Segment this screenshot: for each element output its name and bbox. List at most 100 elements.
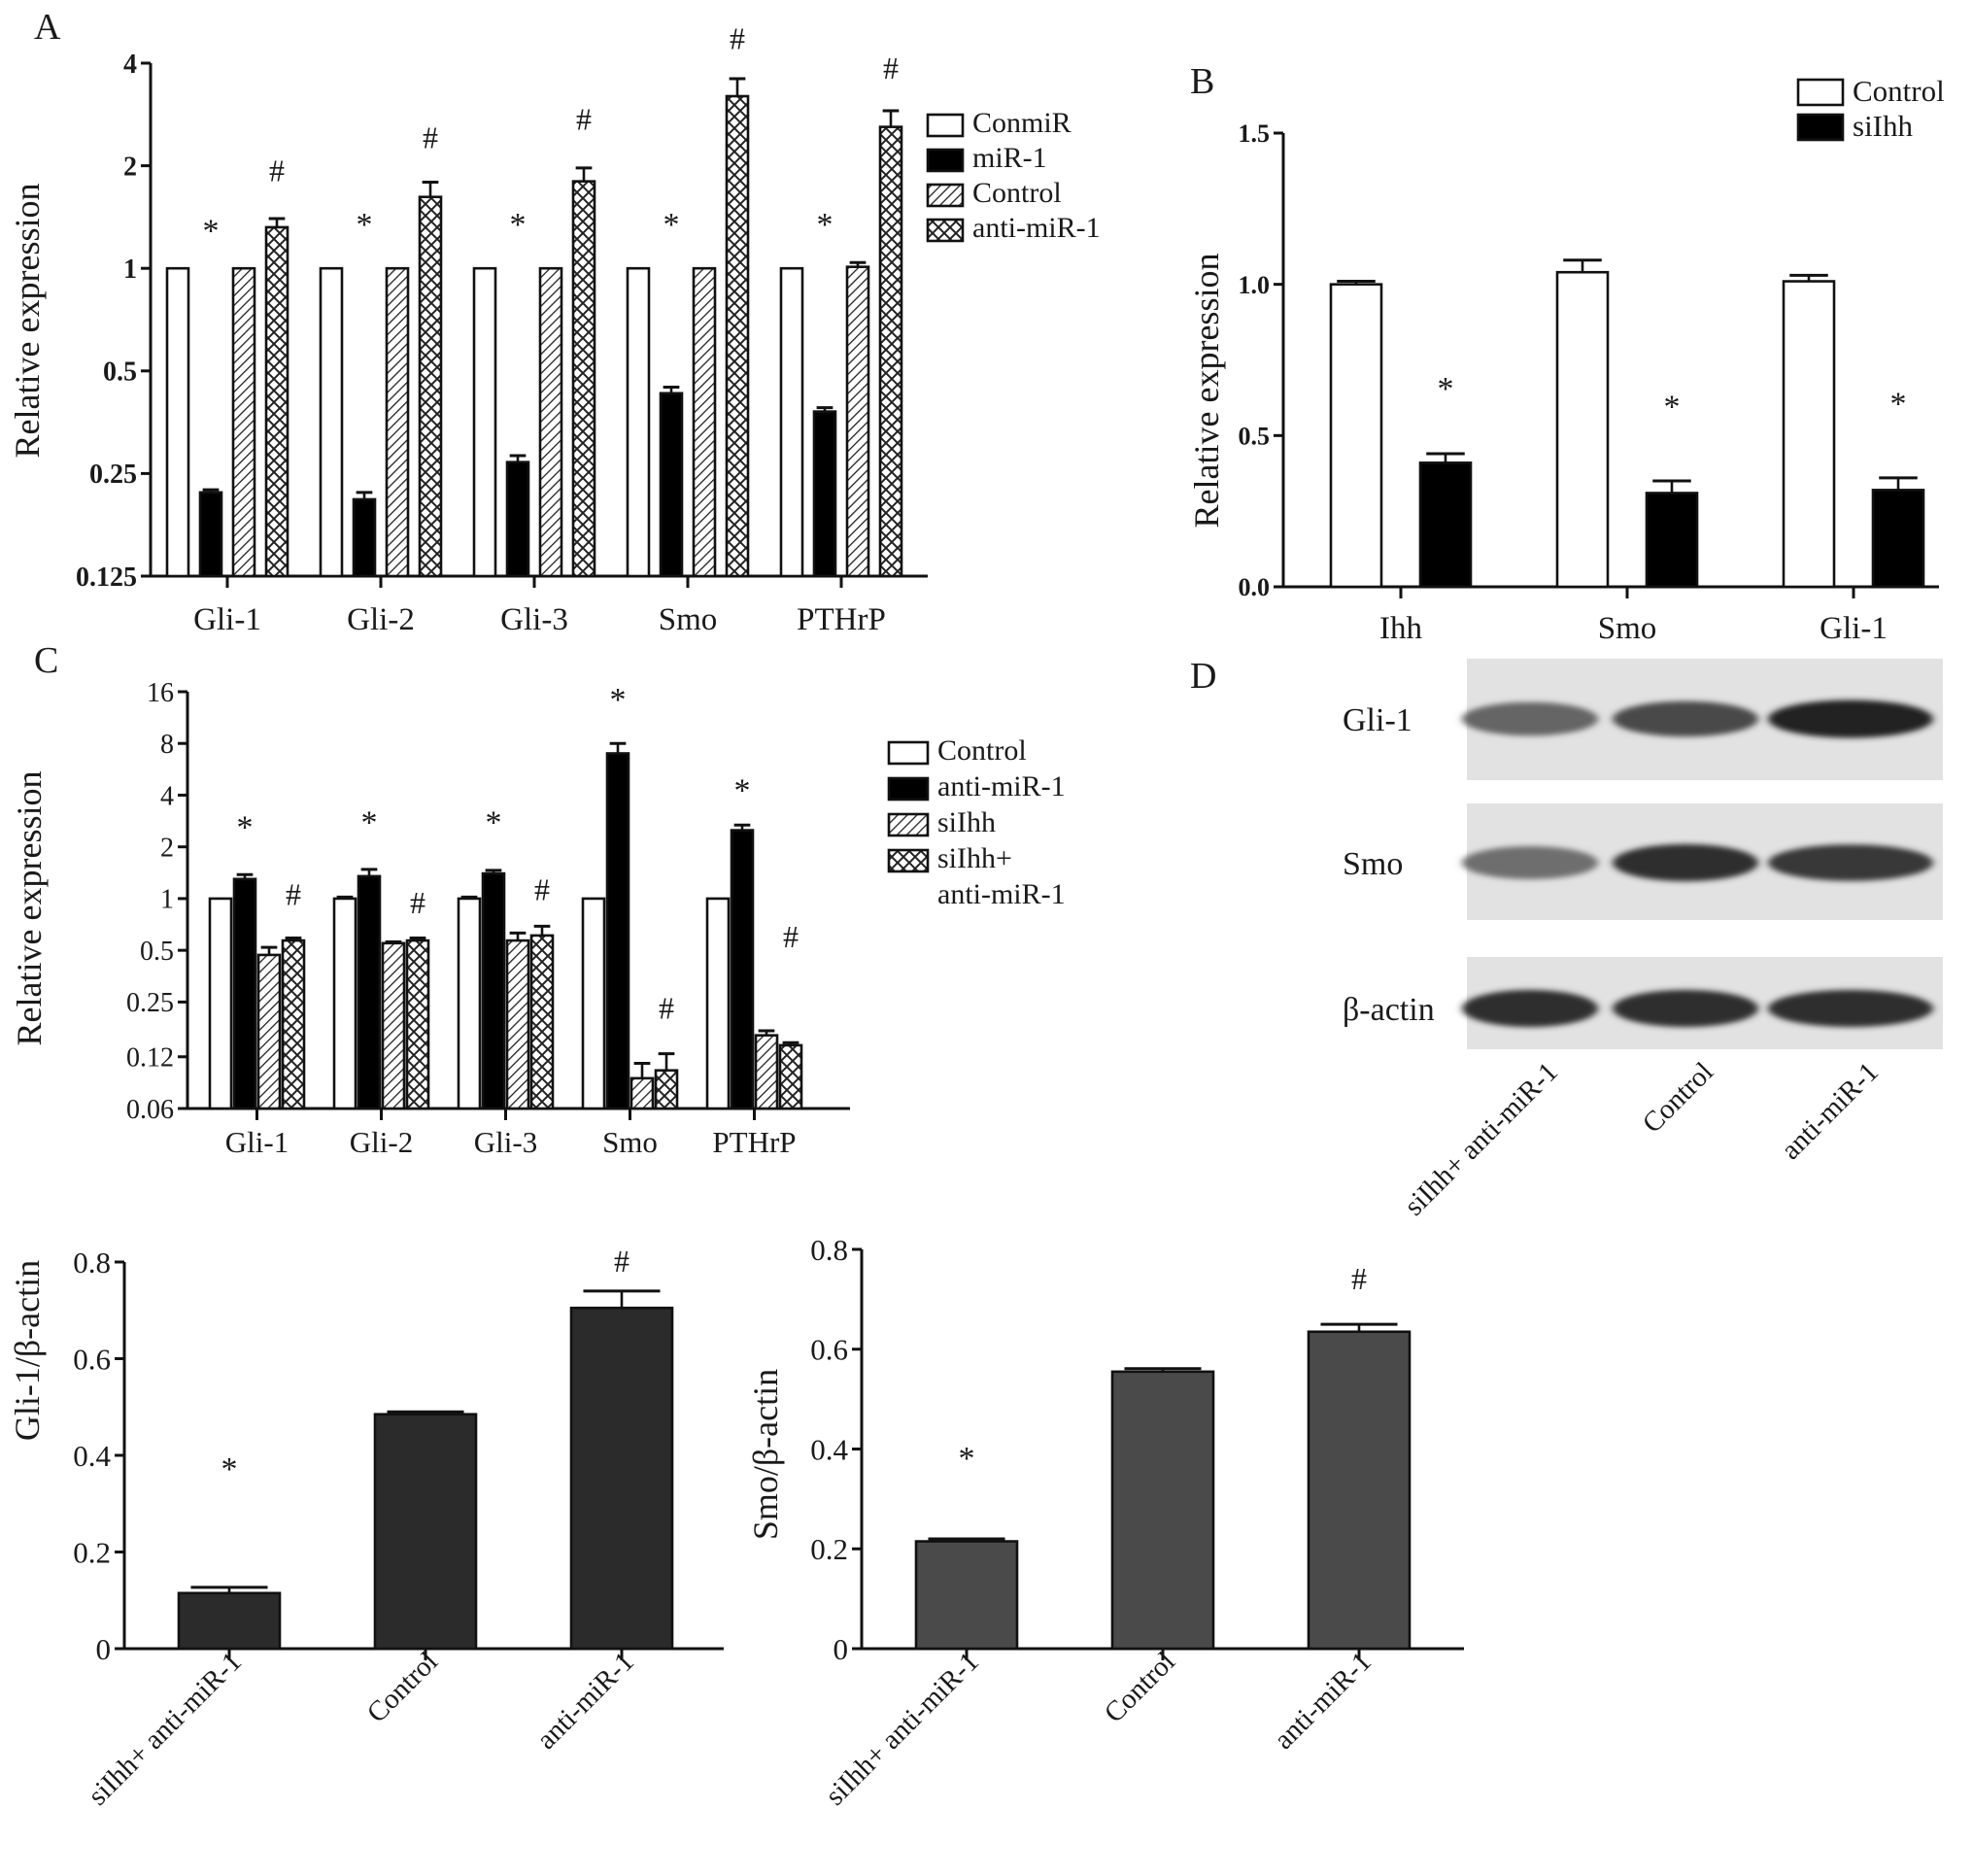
y-axis-label: Relative expression	[8, 184, 47, 459]
legend-label: ConmiR	[972, 107, 1072, 139]
bar	[505, 460, 530, 578]
bar	[481, 871, 506, 1110]
bar	[232, 877, 257, 1110]
x-category-label: Gli-2	[347, 602, 415, 637]
significance-asterisk: *	[959, 1441, 975, 1477]
legend-swatch	[887, 812, 930, 837]
significance-asterisk: *	[361, 805, 378, 841]
bar	[281, 938, 306, 1110]
bar	[778, 1043, 803, 1110]
bar	[529, 934, 555, 1110]
y-tick-label: 0	[833, 1632, 849, 1666]
legend-label: anti-miR-1	[937, 878, 1066, 910]
bar	[165, 266, 190, 578]
bar	[569, 1306, 674, 1651]
legend-label: siIhh	[1853, 109, 1914, 143]
legend-swatch	[1796, 113, 1845, 142]
y-tick-label: 0.25	[126, 988, 174, 1018]
y-tick-label: 0.4	[810, 1432, 848, 1466]
chart-panel-f: 0 0.2 0.4 0.6 0.8 Smo/β-actin siIhh+ anti-miR-…	[746, 1233, 1464, 1812]
x-category-label: Smo	[1598, 611, 1657, 646]
blot-band	[1462, 846, 1598, 879]
bar	[705, 897, 731, 1110]
bar	[373, 1413, 478, 1651]
blot-row-label: Gli-1	[1343, 702, 1412, 738]
bar	[754, 1034, 779, 1110]
x-category-label: siIhh+ anti-miR-1	[83, 1646, 248, 1811]
significance-hash: #	[534, 871, 550, 906]
y-axis-label: Gli-1/β-actin	[8, 1260, 47, 1441]
y-tick-label: 1.5	[1239, 119, 1271, 148]
x-category-label: Ihh	[1379, 611, 1422, 646]
bar	[571, 180, 596, 578]
bar	[581, 897, 606, 1110]
bar	[1871, 489, 1925, 589]
legend-swatch	[887, 776, 930, 802]
y-tick-label: 0.5	[140, 937, 174, 967]
y-tick-label: 0.12	[126, 1043, 174, 1074]
bar	[1782, 280, 1836, 589]
x-category-label: anti-miR-1	[530, 1646, 640, 1756]
significance-asterisk: *	[237, 810, 254, 846]
panel-label: A	[34, 7, 61, 48]
bar	[352, 497, 377, 578]
chart-panel-e: 0 0.2 0.4 0.6 0.8 Gli-1/β-actin siIhh+ anti-mi…	[8, 1244, 724, 1812]
significance-asterisk: *	[734, 772, 751, 808]
legend-swatch	[926, 148, 965, 173]
significance-hash: #	[410, 885, 425, 920]
bar	[208, 897, 233, 1110]
legend-label: siIhh	[937, 806, 996, 838]
blot-row-label: Smo	[1343, 846, 1403, 882]
significance-hash: #	[783, 919, 799, 954]
bar	[505, 938, 530, 1110]
panel-label: D	[1190, 656, 1216, 697]
legend-swatch	[1796, 78, 1845, 107]
bar	[730, 829, 755, 1110]
y-tick-label: 0.5	[1239, 422, 1271, 450]
x-category-label: siIhh+ anti-miR-1	[820, 1646, 985, 1811]
bar	[629, 1076, 655, 1110]
y-tick-label: 0.2	[810, 1532, 848, 1566]
x-category-label: Smo	[659, 602, 718, 637]
x-category-label: Gli-1	[193, 602, 261, 637]
bar	[177, 1591, 282, 1651]
significance-hash: #	[614, 1244, 629, 1279]
legend-swatch	[887, 848, 930, 873]
bar	[725, 94, 750, 578]
bar	[385, 266, 410, 578]
y-tick-label: 1	[160, 885, 174, 915]
legend-label: miR-1	[972, 142, 1047, 174]
significance-hash: #	[286, 876, 301, 911]
blot-lane-label: siIhh+ anti-miR-1	[1399, 1056, 1564, 1221]
legend-swatch	[926, 113, 965, 138]
x-category-label: PTHrP	[797, 602, 886, 637]
bar	[779, 266, 804, 578]
chart-panel-b: B 0.0 0.5 1.0 1.5 Relative expression Ihh Smo Gl…	[1187, 61, 1945, 646]
bar	[1645, 492, 1699, 589]
y-axis-label: Relative expression	[1187, 254, 1226, 529]
y-tick-label: 16	[147, 678, 174, 708]
x-category-label: Control	[1099, 1646, 1181, 1728]
x-category-label: anti-miR-1	[1268, 1646, 1378, 1756]
significance-hash: #	[659, 991, 674, 1026]
bar	[1307, 1330, 1412, 1651]
blot-band	[1613, 843, 1758, 882]
blot-band	[1768, 989, 1933, 1028]
bar	[659, 392, 684, 578]
bar	[1110, 1370, 1215, 1651]
y-tick-label: 2	[160, 833, 174, 863]
chart-panel-c: C 0.06 0.12 0.25 0.5 1 2 4 8 16 Relative expressio…	[10, 640, 1066, 1159]
bar	[812, 410, 837, 578]
y-tick-label: 0.8	[73, 1245, 111, 1279]
bar	[357, 874, 382, 1110]
significance-asterisk: *	[510, 207, 527, 243]
y-tick-label: 0.125	[76, 563, 137, 593]
bar	[231, 266, 256, 578]
legend-swatch	[926, 218, 965, 243]
y-tick-label: 0	[96, 1632, 112, 1666]
y-axis-label: Relative expression	[10, 771, 49, 1046]
x-category-label: Gli-2	[350, 1125, 413, 1159]
